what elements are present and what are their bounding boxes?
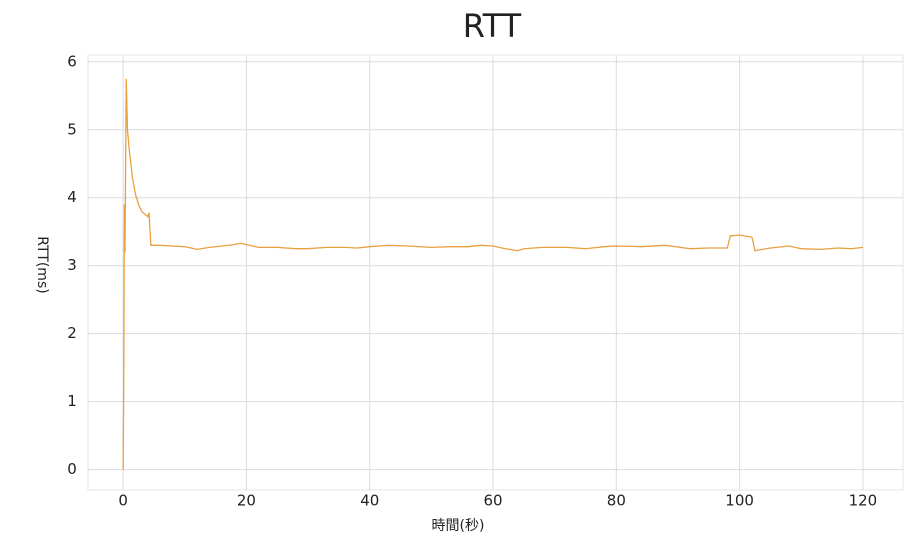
x-tick-label: 120 <box>849 492 878 510</box>
x-axis-label: 時間(秒) <box>432 518 485 534</box>
y-tick-label: 2 <box>67 324 77 342</box>
x-tick-label: 20 <box>237 492 256 510</box>
x-tick-label: 100 <box>725 492 754 510</box>
y-tick-label: 4 <box>67 188 77 206</box>
y-tick-label: 6 <box>67 52 77 70</box>
data-line <box>122 78 864 470</box>
plot-area <box>87 54 904 491</box>
x-tick-label: 0 <box>118 492 128 510</box>
y-axis-label: RTT(ms) <box>34 236 50 293</box>
x-tick-label: 60 <box>483 492 502 510</box>
y-tick-label: 3 <box>67 256 77 274</box>
x-tick-label: 80 <box>607 492 626 510</box>
y-tick-label: 1 <box>67 392 77 410</box>
x-tick-label: 40 <box>360 492 379 510</box>
chart-title: RTT <box>463 7 522 45</box>
y-tick-label: 0 <box>67 460 77 478</box>
y-tick-label: 5 <box>67 120 77 138</box>
